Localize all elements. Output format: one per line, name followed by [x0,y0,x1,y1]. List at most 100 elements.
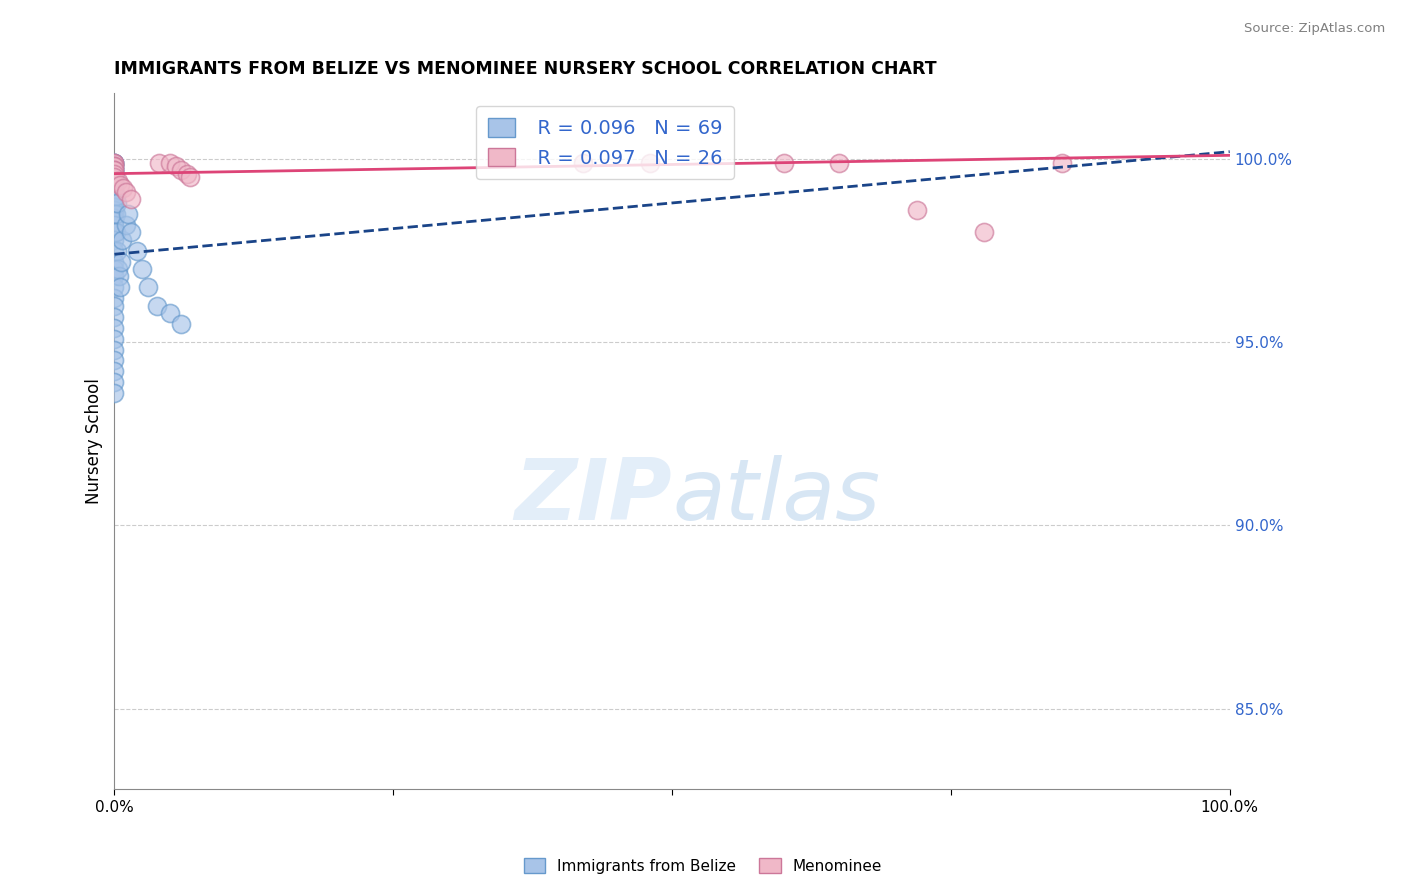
Point [103,196,125,211]
Point [103,163,125,178]
Point [103,170,125,185]
Point [104,225,127,239]
Point [179,170,201,185]
Point [103,291,125,305]
Legend: Immigrants from Belize, Menominee: Immigrants from Belize, Menominee [517,852,889,880]
Point [159,306,181,320]
Point [103,269,125,284]
Point [103,331,125,345]
Point [638,155,661,169]
Point [103,244,125,258]
Point [103,214,125,228]
Point [103,254,125,268]
Point [103,376,125,390]
Point [103,155,125,169]
Point [103,203,125,218]
Point [103,188,125,202]
Point [103,364,125,378]
Point [907,203,929,218]
Point [120,192,142,206]
Point [103,170,125,185]
Point [103,174,125,188]
Point [170,317,193,331]
Point [103,163,125,178]
Point [103,188,125,202]
Point [103,167,125,181]
Point [104,207,127,221]
Point [103,225,125,239]
Point [103,167,125,181]
Point [103,159,125,173]
Point [125,244,148,258]
Text: Source: ZipAtlas.com: Source: ZipAtlas.com [1244,22,1385,36]
Point [146,299,169,313]
Point [107,261,129,276]
Point [148,155,170,169]
Point [108,280,131,294]
Point [103,155,125,169]
Point [103,181,125,195]
Point [103,218,125,232]
Point [103,167,125,181]
Point [103,386,125,401]
Point [103,185,125,199]
Point [103,192,125,206]
Point [103,233,125,247]
Point [103,343,125,357]
Legend:   R = 0.096   N = 69,   R = 0.097   N = 26: R = 0.096 N = 69, R = 0.097 N = 26 [477,106,734,179]
Point [103,155,125,169]
Point [103,159,125,173]
Point [105,244,128,258]
Text: IMMIGRANTS FROM BELIZE VS MENOMINEE NURSERY SCHOOL CORRELATION CHART: IMMIGRANTS FROM BELIZE VS MENOMINEE NURS… [114,60,936,78]
Text: ZIP: ZIP [515,455,672,538]
Point [104,188,127,202]
Point [103,353,125,368]
Point [572,155,595,169]
Point [772,155,794,169]
Point [103,261,125,276]
Point [103,163,125,178]
Point [103,163,125,178]
Point [107,174,129,188]
Point [170,163,193,178]
Point [131,261,153,276]
Point [103,174,125,188]
Point [103,155,125,169]
Point [108,178,131,192]
Point [103,181,125,195]
Point [103,178,125,192]
Point [110,254,132,268]
Point [103,159,125,173]
Point [1052,155,1074,169]
Point [103,178,125,192]
Point [103,170,125,185]
Point [120,225,142,239]
Point [159,155,181,169]
Point [136,280,159,294]
Point [103,192,125,206]
Point [114,185,136,199]
Point [103,185,125,199]
Point [117,207,139,221]
Point [103,200,125,214]
Text: atlas: atlas [672,455,880,538]
Point [103,280,125,294]
Point [114,218,136,232]
Point [103,320,125,334]
Point [176,167,198,181]
Point [103,299,125,313]
Point [103,170,125,185]
Point [828,155,851,169]
Point [111,233,134,247]
Point [973,225,995,239]
Point [112,181,135,195]
Point [103,159,125,173]
Point [103,167,125,181]
Point [103,211,125,225]
Y-axis label: Nursery School: Nursery School [86,378,103,504]
Point [105,196,128,211]
Point [165,159,187,173]
Point [103,163,125,178]
Point [103,310,125,324]
Point [103,155,125,169]
